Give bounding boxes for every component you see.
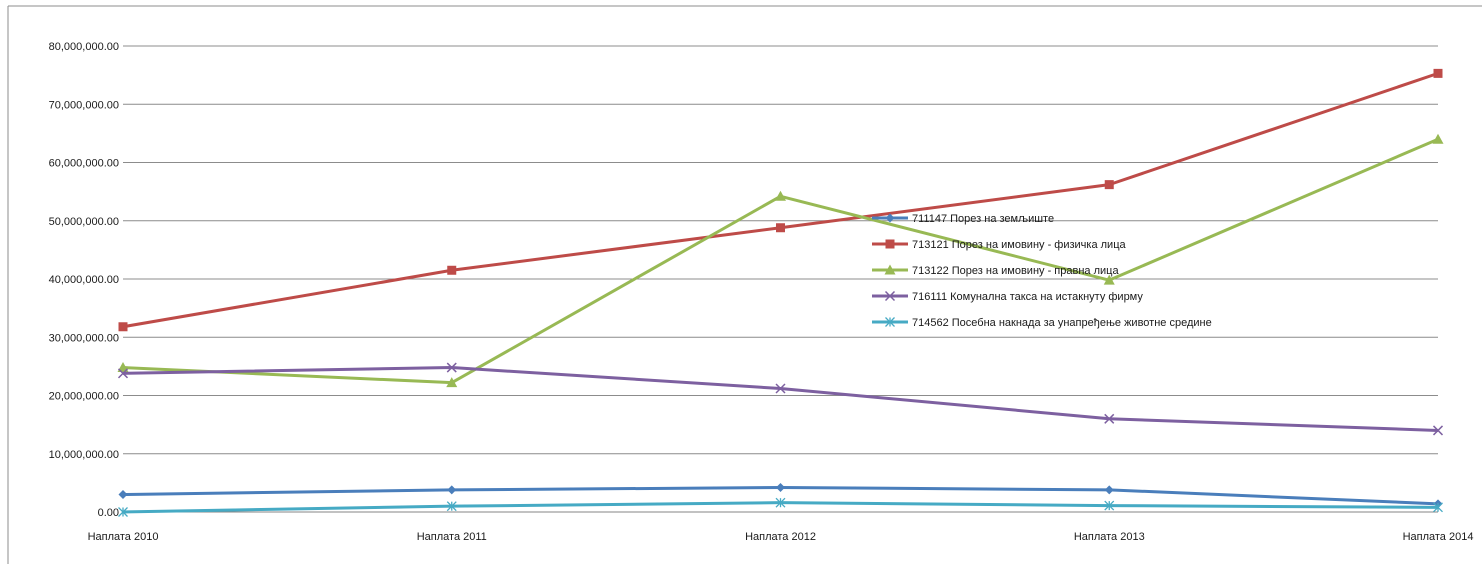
data-point: [1104, 413, 1115, 424]
marker-triangle: [1432, 133, 1444, 144]
y-tick-label: 0.00: [98, 507, 119, 519]
series-2: [118, 68, 1443, 332]
x-tick-label: Наплата 2010: [88, 531, 159, 543]
marker-diamond: [447, 485, 457, 495]
legend-label: 716111 Комунална такса на истакнуту фирм…: [912, 291, 1143, 303]
series-3: [117, 133, 1444, 388]
y-tick-label: 20,000,000.00: [49, 391, 119, 403]
marker-triangle: [446, 377, 458, 388]
data-point: [776, 483, 785, 493]
marker-star: [1433, 502, 1443, 513]
marker-star: [118, 507, 128, 517]
data-point: [118, 490, 128, 500]
x-tick-label: Наплата 2014: [1403, 531, 1474, 543]
series-1: [118, 483, 1443, 509]
marker-diamond: [776, 483, 785, 493]
data-point: [775, 383, 786, 394]
y-axis-tick-labels: 0.00 10,000,000.00 20,000,000.00 30,000,000…: [49, 41, 119, 519]
legend-item: 716111 Комунална такса на истакнуту фирм…: [872, 290, 1143, 303]
marker-star: [775, 497, 786, 508]
marker-diamond: [1104, 485, 1114, 495]
legend-label: 713121 Порез на имовину - физичка лица: [912, 239, 1126, 251]
marker-x-stroke: [775, 383, 786, 394]
marker-star: [446, 501, 457, 512]
data-point: [118, 322, 128, 332]
data-point: [775, 497, 786, 508]
x-tick-label: Наплата 2012: [745, 531, 816, 543]
data-point: [1433, 502, 1443, 513]
y-tick-label: 50,000,000.00: [49, 216, 119, 228]
series-line: [122, 137, 1439, 385]
marker-x-stroke: [1432, 425, 1444, 436]
data-point: [776, 223, 785, 233]
marker-x: [775, 383, 786, 394]
data-point: [1433, 68, 1443, 78]
marker-square: [1104, 180, 1114, 190]
data-point: [117, 368, 129, 379]
legend-item: 714562 Посебна накнада за унапређење жив…: [872, 317, 1212, 329]
marker-x-stroke: [117, 368, 129, 379]
marker-square: [776, 223, 785, 233]
data-point: [1104, 485, 1114, 495]
y-tick-label: 80,000,000.00: [49, 41, 119, 53]
y-tick-label: 40,000,000.00: [49, 274, 119, 286]
data-point: [446, 501, 457, 512]
series-lines: [117, 68, 1444, 517]
series-4: [117, 362, 1444, 436]
y-tick-label: 60,000,000.00: [49, 158, 119, 170]
marker-square: [1433, 68, 1443, 78]
gridlines: [123, 45, 1438, 513]
marker-square: [447, 265, 457, 275]
marker-x: [446, 362, 457, 373]
marker-square: [885, 239, 895, 249]
data-point: [1432, 133, 1444, 144]
data-point: [1104, 500, 1115, 511]
legend-item: 713122 Порез на имовину - правна лица: [872, 264, 1119, 277]
data-point: [118, 507, 128, 517]
data-point: [1104, 180, 1114, 190]
marker-x-stroke: [446, 362, 457, 373]
marker-triangle: [117, 362, 129, 373]
y-tick-label: 70,000,000.00: [49, 99, 119, 111]
data-point: [1103, 274, 1115, 285]
marker-star: [1104, 500, 1115, 511]
data-point: [446, 377, 458, 388]
marker-square: [118, 322, 128, 332]
marker-diamond: [118, 490, 128, 500]
data-point: [117, 362, 129, 373]
y-tick-label: 10,000,000.00: [49, 449, 119, 461]
marker-x: [1432, 425, 1444, 436]
y-tick-label: 30,000,000.00: [49, 332, 119, 344]
marker-triangle: [775, 190, 786, 201]
series-5: [118, 497, 1443, 517]
x-axis-tick-labels: Наплата 2010 Наплата 2011 Наплата 2012 Напл…: [88, 531, 1474, 543]
legend-item: 713121 Порез на имовину - физичка лица: [872, 239, 1126, 251]
marker-triangle: [1103, 274, 1115, 285]
data-point: [775, 190, 786, 201]
marker-x-stroke: [884, 290, 896, 302]
data-point: [1432, 425, 1444, 436]
marker-diamond: [885, 213, 895, 223]
legend: 711147 Порез на земљиште 713121 Порез на …: [872, 213, 1212, 329]
data-point: [447, 485, 457, 495]
data-point: [447, 265, 457, 275]
legend-label: 711147 Порез на земљиште: [912, 213, 1054, 225]
legend-label: 713122 Порез на имовину - правна лица: [912, 265, 1119, 277]
legend-label: 714562 Посебна накнада за унапређење жив…: [912, 317, 1212, 329]
marker-star: [885, 317, 895, 327]
marker-x: [1104, 413, 1115, 424]
marker-x-stroke: [1104, 413, 1115, 424]
data-point: [446, 362, 457, 373]
x-tick-label: Наплата 2013: [1074, 531, 1145, 543]
x-tick-label: Наплата 2011: [417, 531, 487, 543]
marker-x: [117, 368, 129, 379]
marker-triangle: [884, 264, 896, 275]
marker-x: [884, 290, 896, 302]
legend-item: 711147 Порез на земљиште: [872, 213, 1054, 225]
chart-frame: [7, 5, 1482, 564]
